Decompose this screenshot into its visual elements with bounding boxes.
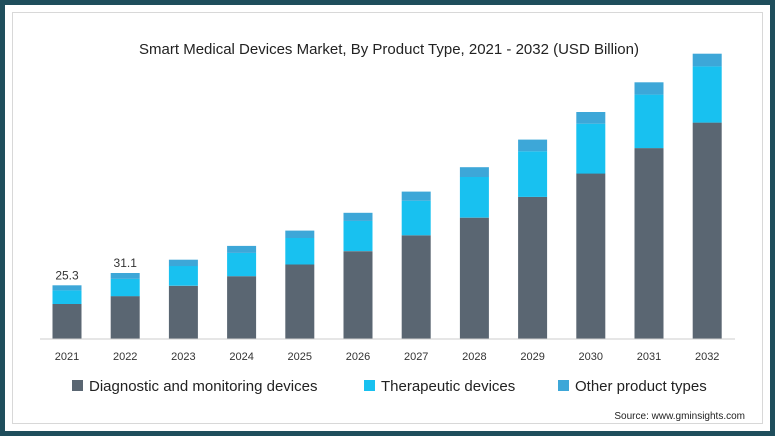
bar-2028-series-2 xyxy=(459,176,489,218)
x-tick-2028: 2028 xyxy=(462,351,486,363)
bar-2030-series-1 xyxy=(576,173,606,339)
bar-2023-series-2 xyxy=(168,266,198,286)
x-tick-2025: 2025 xyxy=(288,351,312,363)
legend-label-2: Therapeutic devices xyxy=(381,378,515,395)
bar-2027-series-3 xyxy=(401,191,431,201)
bar-2026-series-2 xyxy=(343,220,373,252)
chart-inner-border xyxy=(12,12,763,424)
data-label-2022: 31.1 xyxy=(114,256,138,270)
bar-2021-series-1 xyxy=(52,304,82,339)
legend-swatch-3 xyxy=(558,380,569,391)
bar-2027-series-1 xyxy=(401,235,431,339)
bar-2029-series-2 xyxy=(518,151,548,197)
x-tick-2029: 2029 xyxy=(520,351,544,363)
legend-swatch-2 xyxy=(364,380,375,391)
bar-2025-series-2 xyxy=(285,238,315,265)
bar-2032-series-2 xyxy=(692,66,722,123)
bar-2026-series-1 xyxy=(343,251,373,339)
x-tick-2022: 2022 xyxy=(113,351,137,363)
bar-2023-series-1 xyxy=(168,285,198,339)
legend-label-3: Other product types xyxy=(575,378,707,395)
data-label-2021: 25.3 xyxy=(55,268,79,282)
bar-2024-series-1 xyxy=(227,276,257,339)
bar-2026-series-3 xyxy=(343,212,373,221)
bars-group xyxy=(52,53,722,339)
bar-2025-series-3 xyxy=(285,230,315,238)
legend-label-1: Diagnostic and monitoring devices xyxy=(89,378,317,395)
bar-2022-series-2 xyxy=(110,279,140,297)
x-tick-2023: 2023 xyxy=(171,351,195,363)
x-tick-2027: 2027 xyxy=(404,351,428,363)
bar-2021-series-3 xyxy=(52,285,82,291)
x-tick-2032: 2032 xyxy=(695,351,719,363)
bar-2030-series-3 xyxy=(576,112,606,124)
bar-2031-series-1 xyxy=(634,148,664,339)
bar-2022-series-1 xyxy=(110,296,140,339)
bar-2022-series-3 xyxy=(110,273,140,279)
bar-2029-series-3 xyxy=(518,139,548,152)
x-tick-2031: 2031 xyxy=(637,351,661,363)
source-note: Source: www.gminsights.com xyxy=(614,411,745,422)
legend-swatch-1 xyxy=(72,380,83,391)
x-tick-labels: 2021 2022 2023 2024 2025 2026 2027 2028 2029 2030… xyxy=(55,351,720,363)
bar-2023-series-3 xyxy=(168,259,198,267)
bar-2028-series-3 xyxy=(459,167,489,177)
bar-2027-series-2 xyxy=(401,200,431,236)
bar-2031-series-3 xyxy=(634,82,664,95)
bar-2025-series-1 xyxy=(285,264,315,339)
legend: Diagnostic and monitoring devices Therape… xyxy=(72,378,707,395)
bar-2021-series-2 xyxy=(52,290,82,304)
bar-2029-series-1 xyxy=(518,196,548,339)
bar-2024-series-2 xyxy=(227,252,257,277)
x-tick-2024: 2024 xyxy=(229,351,253,363)
bar-2032-series-3 xyxy=(692,53,722,67)
x-tick-2026: 2026 xyxy=(346,351,370,363)
data-labels: 25.3 31.1 xyxy=(55,256,137,282)
bar-2024-series-3 xyxy=(227,245,257,253)
bar-2032-series-1 xyxy=(692,122,722,339)
bar-2028-series-1 xyxy=(459,217,489,339)
x-tick-2021: 2021 xyxy=(55,351,79,363)
chart-title: Smart Medical Devices Market, By Product… xyxy=(139,41,639,58)
x-tick-2030: 2030 xyxy=(579,351,603,363)
bar-2030-series-2 xyxy=(576,123,606,174)
bar-2031-series-2 xyxy=(634,94,664,149)
